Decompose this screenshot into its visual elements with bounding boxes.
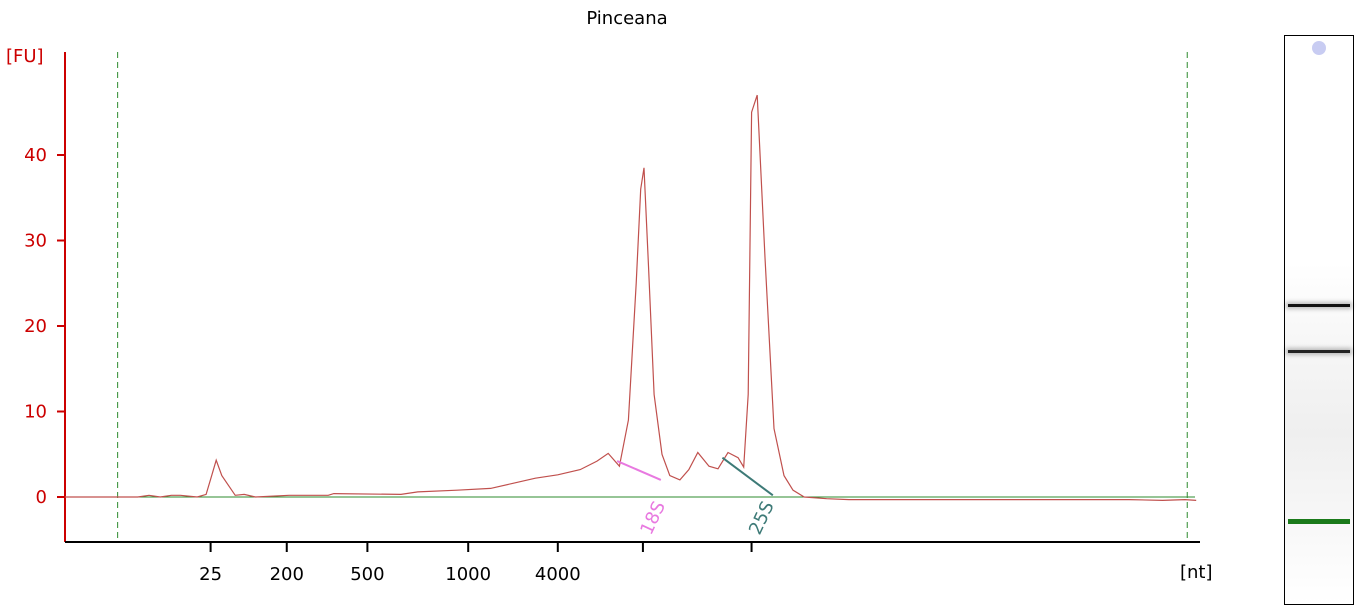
- peak-markers: 18S 25S: [616, 456, 779, 552]
- peak-label-25s: 25S: [745, 498, 779, 538]
- y-tick-label: 30: [24, 231, 47, 252]
- band-lower-marker: [1288, 519, 1350, 525]
- integration-line-25s: [721, 456, 774, 497]
- integration-line-18s: [616, 460, 662, 481]
- x-tick-label: 4000: [535, 564, 581, 585]
- gel-lane: [1284, 35, 1354, 605]
- x-tick-label: 25: [199, 564, 222, 585]
- y-tick-label: 10: [24, 402, 47, 423]
- y-tick-label: 40: [24, 145, 47, 166]
- chart-title: Pinceana: [586, 8, 667, 29]
- y-axis-unit: [FU]: [6, 46, 44, 67]
- y-tick-label: 0: [36, 487, 47, 508]
- band-25s: [1288, 303, 1350, 307]
- x-ticks: 25 200 500 1000 4000: [199, 542, 581, 585]
- y-tick-label: 20: [24, 316, 47, 337]
- peak-label-18s: 18S: [636, 498, 670, 538]
- band-18s: [1288, 350, 1350, 354]
- fluorescence-trace-line: [65, 94, 1197, 502]
- x-tick-label: 200: [270, 564, 304, 585]
- y-ticks: 0 10 20 30 40: [24, 145, 65, 508]
- x-tick-label: 1000: [445, 564, 491, 585]
- region-bound-lines: [117, 52, 1188, 542]
- x-tick-label: 500: [350, 564, 384, 585]
- x-axis-unit: [nt]: [1180, 562, 1213, 583]
- series-layer: [65, 94, 1197, 502]
- marker-dot-icon: [1312, 41, 1326, 55]
